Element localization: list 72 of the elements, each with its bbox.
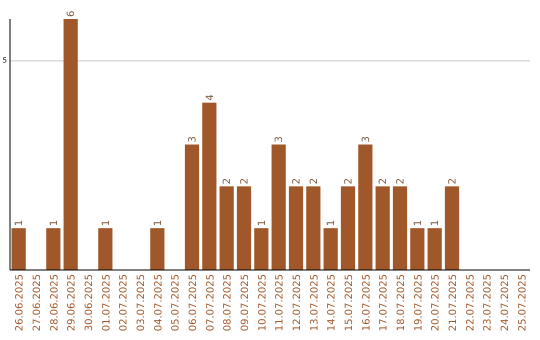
bar xyxy=(202,102,216,270)
bar xyxy=(150,228,164,270)
x-tick-label: 15.07.2025 xyxy=(344,274,355,332)
bar xyxy=(98,228,112,270)
x-tick-label: 13.07.2025 xyxy=(309,274,320,332)
x-tick-label: 20.07.2025 xyxy=(430,274,442,332)
x-tick-label: 10.07.2025 xyxy=(257,274,268,332)
data-label: 1 xyxy=(430,220,442,226)
bar xyxy=(254,228,268,270)
x-tick-label: 07.07.2025 xyxy=(205,274,216,332)
bar xyxy=(428,228,442,270)
bar xyxy=(444,186,460,270)
data-label: 1 xyxy=(326,220,338,226)
bar xyxy=(410,228,424,270)
data-label: 1 xyxy=(14,220,26,226)
data-label: 2 xyxy=(292,178,302,184)
x-tick-label: 25.07.2025 xyxy=(517,274,528,332)
bar xyxy=(12,228,26,270)
data-label: 2 xyxy=(378,178,390,184)
x-tick-label: 21.07.2025 xyxy=(448,274,459,332)
data-label: 4 xyxy=(204,94,216,101)
bar xyxy=(324,228,338,270)
bar xyxy=(306,186,320,270)
x-tick-label: 04.07.2025 xyxy=(153,274,164,332)
x-tick-label: 16.07.2025 xyxy=(361,274,372,332)
x-tick-label: 27.06.2025 xyxy=(32,274,43,332)
bar xyxy=(358,144,372,270)
data-label: 1 xyxy=(256,220,268,226)
bar xyxy=(288,186,304,270)
data-label: 2 xyxy=(308,178,320,184)
x-tick-label: 22.07.2025 xyxy=(465,274,476,332)
data-label: 3 xyxy=(188,136,198,142)
x-tick-label: 06.07.2025 xyxy=(188,274,199,332)
data-label: 1 xyxy=(100,220,112,226)
x-tick-label: 08.07.2025 xyxy=(222,274,234,332)
x-tick-label: 18.07.2025 xyxy=(396,274,407,332)
x-tick-label: 19.07.2025 xyxy=(413,274,424,332)
data-label: 2 xyxy=(396,178,406,184)
x-tick-label: 17.07.2025 xyxy=(378,274,390,332)
x-tick-label: 24.07.2025 xyxy=(500,274,511,332)
bar xyxy=(220,186,234,270)
bar xyxy=(46,228,60,270)
data-label: 3 xyxy=(274,136,286,142)
data-label: 2 xyxy=(222,178,234,184)
data-label: 6 xyxy=(66,10,78,17)
data-label: 1 xyxy=(152,220,164,226)
bar xyxy=(376,186,390,270)
data-label: 3 xyxy=(360,136,372,142)
x-tick-label: 02.07.2025 xyxy=(118,274,130,332)
x-tick-label: 29.06.2025 xyxy=(66,274,78,332)
bar xyxy=(392,186,408,270)
data-label: 2 xyxy=(344,178,354,184)
x-tick-label: 23.07.2025 xyxy=(482,274,494,332)
x-tick-label: 11.07.2025 xyxy=(274,274,286,332)
x-tick-label: 01.07.2025 xyxy=(101,274,112,332)
bar xyxy=(236,186,252,270)
x-tick-label: 14.07.2025 xyxy=(326,274,338,332)
x-tick-label: 09.07.2025 xyxy=(240,274,251,332)
x-tick-label: 12.07.2025 xyxy=(292,274,303,332)
x-tick-label: 28.06.2025 xyxy=(49,274,60,332)
bar xyxy=(340,186,356,270)
data-label: 2 xyxy=(240,178,250,184)
data-label: 1 xyxy=(48,220,60,226)
bar xyxy=(272,144,286,270)
bar xyxy=(64,19,78,270)
x-tick-label: 30.06.2025 xyxy=(84,274,95,332)
x-tick-label: 05.07.2025 xyxy=(170,274,182,332)
bar xyxy=(184,144,200,270)
data-label: 2 xyxy=(448,178,458,184)
data-label: 1 xyxy=(412,220,424,226)
x-tick-label: 03.07.2025 xyxy=(136,274,147,332)
x-tick-label: 26.06.2025 xyxy=(14,274,26,332)
